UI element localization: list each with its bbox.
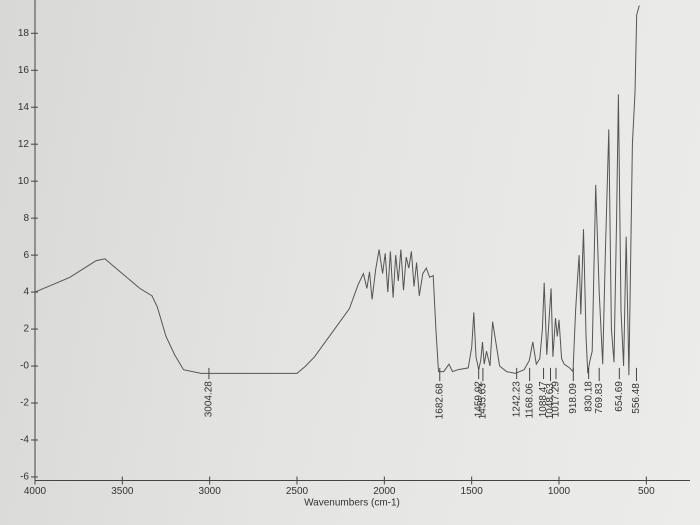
y-tick-label: 8 — [23, 213, 29, 224]
x-tick-label: 2000 — [373, 486, 396, 497]
peak-label: 830.18 — [583, 381, 594, 412]
peak-label: 918.09 — [568, 383, 579, 414]
x-axis-label: Wavenumbers (cm-1) — [304, 498, 400, 509]
y-tick-label: 4 — [23, 287, 29, 298]
y-tick-label: 18 — [18, 28, 30, 39]
x-tick-label: 1500 — [461, 486, 484, 497]
x-tick-label: 3500 — [111, 486, 134, 497]
y-tick-label: -6 — [20, 472, 29, 483]
y-tick-label: 16 — [18, 65, 30, 76]
x-tick-label: 3000 — [199, 486, 222, 497]
peak-label: 1459.92 — [473, 381, 484, 418]
peak-label: 769.83 — [594, 383, 605, 414]
peak-label: 556.48 — [631, 383, 642, 414]
peak-label: 1242.23 — [511, 381, 522, 418]
y-tick-label: -2 — [20, 398, 29, 409]
y-tick-label: 2 — [23, 324, 29, 335]
peak-label: 3004.28 — [204, 381, 215, 418]
y-tick-label: 10 — [18, 176, 30, 187]
peak-label: 1048.63 — [545, 383, 556, 420]
peak-label: 1017.29 — [551, 381, 562, 418]
peak-label: 1435.63 — [478, 383, 489, 420]
y-tick-label: 12 — [18, 139, 30, 150]
peak-label: 1168.06 — [524, 383, 535, 419]
peak-label: 1682.68 — [434, 383, 445, 420]
x-tick-label: 2500 — [286, 486, 309, 497]
x-tick-label: 4000 — [24, 486, 47, 497]
y-tick-label: 14 — [18, 102, 30, 113]
y-tick-label: -4 — [20, 435, 29, 446]
x-tick-label: 1000 — [548, 486, 571, 497]
spectrum-line — [35, 5, 640, 376]
peak-label: 1088.47 — [538, 381, 549, 418]
y-tick-label: 6 — [23, 250, 29, 261]
x-tick-label: 500 — [638, 486, 655, 497]
y-tick-label: -0 — [20, 361, 29, 372]
peak-label: 654.69 — [614, 381, 625, 412]
